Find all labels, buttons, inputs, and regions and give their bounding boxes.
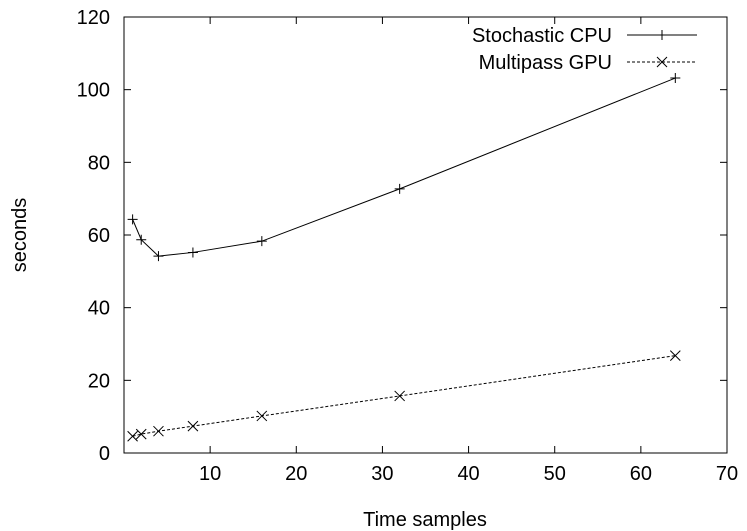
y-axis-title: seconds (9, 198, 31, 273)
data-point (153, 251, 164, 262)
series-multipass-gpu (127, 350, 681, 442)
legend-marker (657, 30, 667, 40)
data-point (127, 214, 138, 225)
x-tick-label: 10 (199, 463, 221, 485)
legend-label: Multipass GPU (479, 52, 612, 74)
y-tick-label: 100 (77, 80, 110, 102)
y-tick-label: 20 (88, 370, 110, 392)
y-tick-label: 0 (99, 443, 110, 465)
x-tick-label: 50 (544, 463, 566, 485)
data-point (187, 247, 198, 258)
y-tick-label: 80 (88, 152, 110, 174)
data-point (670, 73, 681, 84)
legend-marker (656, 56, 668, 68)
x-tick-label: 30 (371, 463, 393, 485)
y-tick-label: 40 (88, 298, 110, 320)
axis-ticks: 0 20 40 60 80 100 120 10 20 30 40 50 60 70 (77, 7, 739, 485)
series-line (132, 355, 676, 437)
x-tick-label: 20 (285, 463, 307, 485)
x-tick-label: 60 (630, 463, 652, 485)
data-point (669, 350, 681, 361)
x-tick-label: 70 (716, 463, 738, 485)
legend-entry: Stochastic CPU (472, 25, 697, 47)
series-line (132, 77, 676, 257)
x-axis-title: Time samples (363, 509, 487, 531)
data-point (394, 183, 405, 194)
legend-label: Stochastic CPU (472, 25, 612, 47)
data-point (153, 425, 164, 437)
data-point (187, 420, 199, 432)
plot-frame (123, 16, 728, 454)
data-point (256, 236, 267, 247)
data-point (135, 428, 147, 440)
data-point (127, 430, 138, 442)
data-point (256, 410, 268, 422)
x-tick-label: 40 (457, 463, 479, 485)
series-layer (127, 73, 681, 442)
data-point (394, 390, 406, 402)
legend: Stochastic CPU Multipass GPU (472, 25, 697, 74)
legend-entry: Multipass GPU (479, 52, 697, 74)
y-tick-label: 120 (77, 7, 110, 29)
data-point (136, 234, 147, 245)
series-stochastic-cpu (127, 73, 681, 262)
y-tick-label: 60 (88, 225, 110, 247)
